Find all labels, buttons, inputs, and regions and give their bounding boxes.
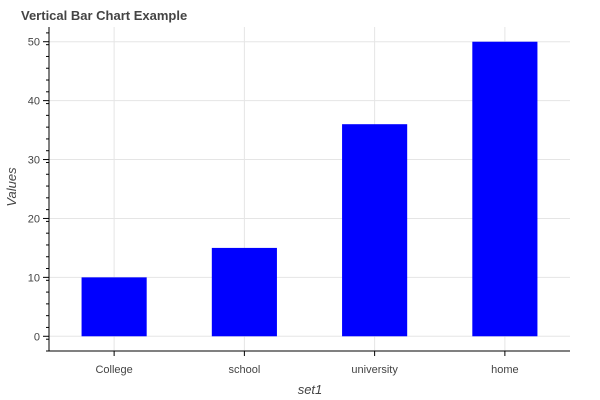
x-tick-label: school — [228, 364, 260, 376]
y-tick-label: 0 — [34, 331, 40, 343]
y-tick-label: 10 — [28, 272, 40, 284]
y-tick-label: 20 — [28, 213, 40, 225]
x-axis: College school university home — [49, 350, 570, 376]
x-tick-label: College — [95, 364, 132, 376]
y-tick-label: 40 — [28, 96, 40, 108]
bar-university — [342, 124, 408, 337]
x-tick-label: home — [491, 364, 519, 376]
y-tick-label: 50 — [28, 37, 40, 49]
bar-school — [211, 247, 277, 337]
bar-college — [81, 277, 147, 337]
x-axis-label: set1 — [298, 382, 323, 397]
chart-title: Vertical Bar Chart Example — [21, 8, 187, 23]
y-tick-label: 30 — [28, 155, 40, 167]
x-tick-label: university — [351, 364, 398, 376]
y-axis: 0 10 20 30 40 50 — [28, 27, 50, 352]
bar-home — [472, 41, 538, 337]
y-axis-label: Values — [4, 167, 19, 207]
bars — [81, 41, 538, 337]
